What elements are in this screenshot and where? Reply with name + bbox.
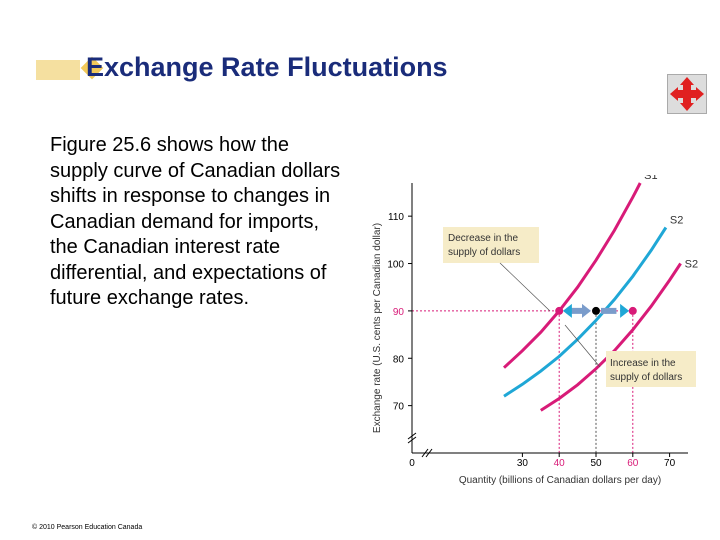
- dotted-guides: [412, 310, 634, 453]
- equilibrium-point: [592, 306, 600, 315]
- equilibrium-point: [555, 306, 564, 315]
- annotation-decrease-line2: supply of dollars: [448, 247, 520, 258]
- shift-arrows: [562, 303, 630, 318]
- move-button[interactable]: [667, 74, 707, 114]
- curve-labels: S1 S2 S2: [644, 175, 698, 271]
- title-accent: [36, 50, 104, 82]
- y-axis-label: Exchange rate (U.S. cents per Canadian d…: [372, 223, 383, 433]
- y-tick-label: 80: [393, 354, 405, 365]
- x-tick-label: 30: [517, 458, 529, 469]
- copyright: © 2010 Pearson Education Canada: [32, 524, 143, 531]
- annotation-increase-line1: Increase in the: [610, 358, 676, 369]
- x-axis-label: Quantity (billions of Canadian dollars p…: [459, 475, 661, 486]
- series-label: S2: [685, 259, 698, 271]
- annotation-decrease: Decrease in the supply of dollars: [443, 227, 551, 312]
- y-tick-label: 70: [393, 402, 405, 413]
- x-tick-label: 60: [627, 458, 639, 469]
- slide-title: Exchange Rate Fluctuations: [86, 52, 448, 82]
- x-axis-break: [421, 448, 429, 458]
- y-axis-break: [407, 436, 417, 444]
- x-tick-label: 50: [590, 458, 602, 469]
- y-tick-label: 110: [388, 212, 404, 223]
- title-accent-bar: [36, 60, 80, 80]
- arrow-left-head: [562, 303, 572, 318]
- arrow-left-shaft: [566, 303, 591, 318]
- annotation-decrease-line1: Decrease in the: [448, 233, 518, 244]
- equilibrium-point: [628, 306, 637, 315]
- series-label: S2: [670, 215, 683, 227]
- supply-curves: [502, 182, 682, 412]
- series-line: [539, 262, 682, 412]
- annotation-increase-line2: supply of dollars: [610, 372, 682, 383]
- x-tick-label: 0: [409, 458, 415, 469]
- y-tick-label: 100: [387, 260, 404, 271]
- annotation-increase: Increase in the supply of dollars: [564, 324, 696, 387]
- arrow-right-head: [620, 303, 630, 318]
- y-axis-break: [407, 432, 417, 440]
- x-tick-label: 70: [664, 458, 676, 469]
- body-text: Figure 25.6 shows how the supply curve o…: [50, 134, 346, 309]
- supply-shift-chart: 70 80 90 100 110 0 30 40 50 60 70 S1 S2 S2 Decrease …: [372, 175, 698, 486]
- series-label: S1: [644, 175, 657, 182]
- arrow-right-shaft: [601, 307, 617, 314]
- x-tick-label: 40: [554, 458, 566, 469]
- x-axis-break: [425, 448, 433, 458]
- series-line: [503, 226, 668, 398]
- four-way-arrow-icon: [670, 77, 704, 111]
- y-tick-label: 90: [393, 307, 405, 318]
- series-line: [502, 182, 642, 369]
- axis-ticks: 70 80 90 100 110 0 30 40 50 60 70: [387, 212, 675, 469]
- equilibrium-points: [555, 306, 637, 315]
